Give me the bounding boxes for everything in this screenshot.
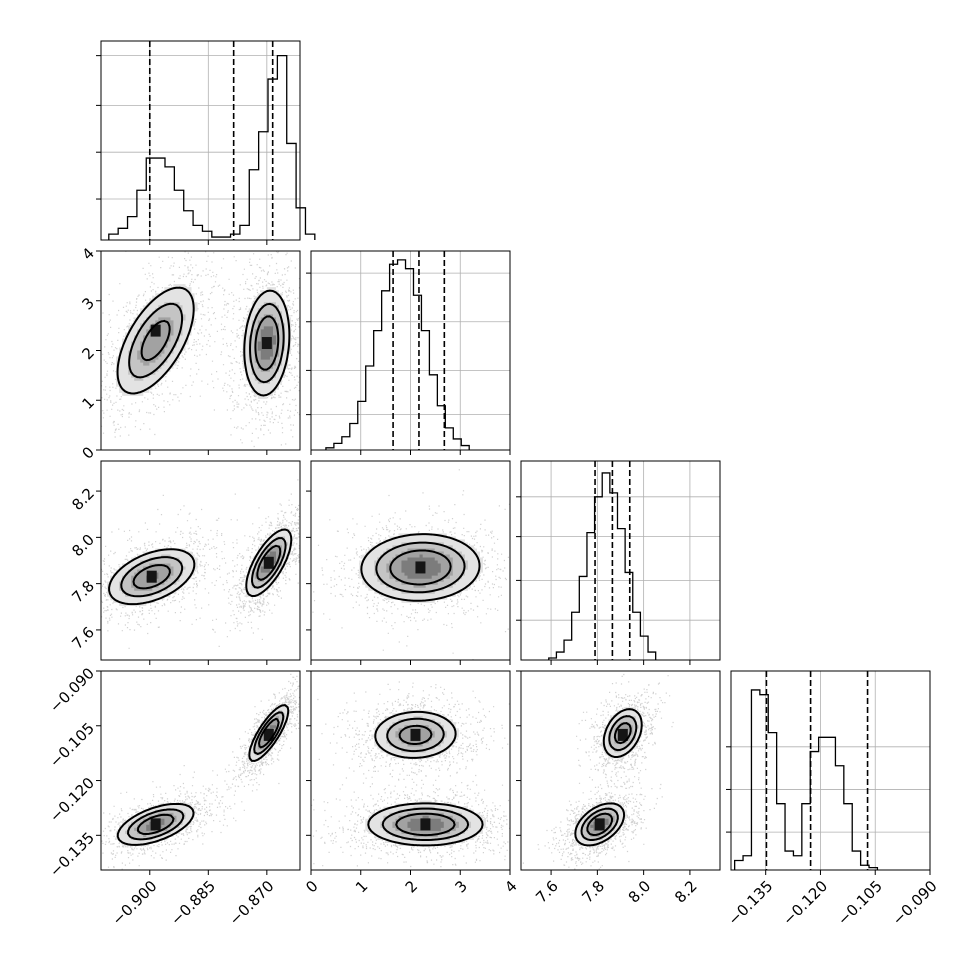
panel-p1-p3-density-level-2 [380,716,471,840]
ytick-label-p3: −0.120 [46,774,98,826]
histogram-p1 [325,259,470,450]
panel-p2-p3-peak-0 [617,728,628,741]
ytick-label-p1: 1 [79,394,98,413]
ytick-label-p3: −0.090 [46,664,98,716]
panel-p0-p1-peak-1 [261,337,272,350]
xtick-label-p3: −0.135 [724,877,776,929]
hist-panel-p2 [520,460,721,661]
panel-p2-p3-peak-1 [594,818,605,831]
xtick-label-p3: −0.090 [889,877,941,929]
panel-p0-p3-peak-0 [150,818,161,831]
histogram-p0 [108,54,316,240]
panel-p1-p3-contour-1 [367,710,484,847]
xtick-label-p1: 3 [452,877,471,896]
xtick-label-p2: 7.8 [579,877,609,907]
panel-p0-p1-density-level-3 [137,314,279,372]
xtick-label-p3: −0.120 [779,877,831,929]
histogram-p3 [734,689,879,870]
xtick-label-p0: −0.885 [167,877,219,929]
panel-p0-p2-contour-2 [120,537,287,598]
panel-p0-p2-peak-1 [263,556,274,569]
xtick-label-p2: 8.2 [671,877,701,907]
hist-panel-p3 [730,670,931,871]
ytick-label-p1: 3 [79,294,98,313]
panel-p0-p1-contour-3 [140,315,280,371]
ytick-label-p2: 7.6 [68,623,98,653]
panel-p1-p2-contour-1 [360,533,481,602]
panel-p0-p3-contour-1 [116,704,290,846]
panel-p0-p3-samples [101,673,300,870]
frame-layer [100,40,931,871]
panel-p1-p3-contour-2 [381,717,470,842]
panel-p1-p2-contour-2 [375,541,466,594]
panel-p0-p1-contour-2 [128,302,285,384]
panel-p2-p3-contour-3 [586,722,632,837]
panel-p0-p3-content [101,673,300,870]
panel-p0-p2-peak-0 [146,570,157,583]
panel-p0-p3 [100,670,301,871]
ytick-label-p2: 8.2 [68,484,98,514]
panel-p1-p3-peak-0 [410,728,421,741]
xtick-label-p1: 0 [302,877,321,896]
tick-layer: −0.900 −0.885 −0.870 0 1 2 3 4 7.6 7.8 8.0 8.2 −0.13… [46,55,941,929]
ytick-label-p3: −0.135 [46,829,98,881]
xtick-label-p3: −0.105 [834,877,886,929]
panel-p2-p3 [520,670,721,871]
histogram-p2 [548,472,657,660]
panel-p0-p1-contour-1 [116,286,291,397]
xtick-label-p1: 2 [402,877,421,896]
panel-p2-p3-contour-2 [580,715,638,841]
ytick-label-p1: 2 [79,344,98,363]
panel-p0-p3-peak-1 [263,728,274,741]
xtick-label-p1: 4 [501,877,520,896]
hist-panel-p0 [100,40,301,241]
xtick-label-p1: 1 [352,877,371,896]
panel-p1-p2-peak-0 [415,561,426,574]
panel-p0-p2 [100,460,301,661]
ytick-label-p1: 4 [79,244,98,263]
xtick-label-p2: 8.0 [625,877,655,907]
panel-p1-p3-peak-1 [420,818,431,831]
panel-p1-p3-contour-3 [395,724,456,837]
ytick-label-p1: 0 [79,443,98,462]
panel-p0-p2-contour-1 [108,528,293,606]
xtick-label-p0: −0.900 [109,877,161,929]
xtick-label-p2: 7.6 [532,877,562,907]
panel-p0-p3-contour-2 [127,711,285,841]
panel-p0-p2-contour-3 [132,544,282,590]
panel-p1-p2-content [311,469,510,660]
ytick-label-p3: −0.105 [46,719,98,771]
xtick-label-p0: −0.870 [226,877,278,929]
ytick-label-p2: 7.8 [68,577,98,607]
grid-layer [101,41,931,870]
panel-p1-p3-content [311,681,510,868]
panel-p0-p2-density-level-3 [131,545,283,591]
panel-p0-p3-contour-3 [136,717,280,836]
panel-p0-p1-peak-0 [150,324,161,337]
ytick-label-p2: 8.0 [68,531,98,561]
panel-p2-p3-content [522,673,674,870]
panel-p1-p2-contour-3 [389,549,452,586]
data-layer [101,41,879,870]
panel-p0-p2-content [101,479,300,649]
panel-p0-p1-content [101,251,300,448]
panel-p2-p3-samples [522,673,674,870]
panel-p0-p2-samples [101,479,300,649]
panel-p2-p3-contour-1 [574,708,643,847]
